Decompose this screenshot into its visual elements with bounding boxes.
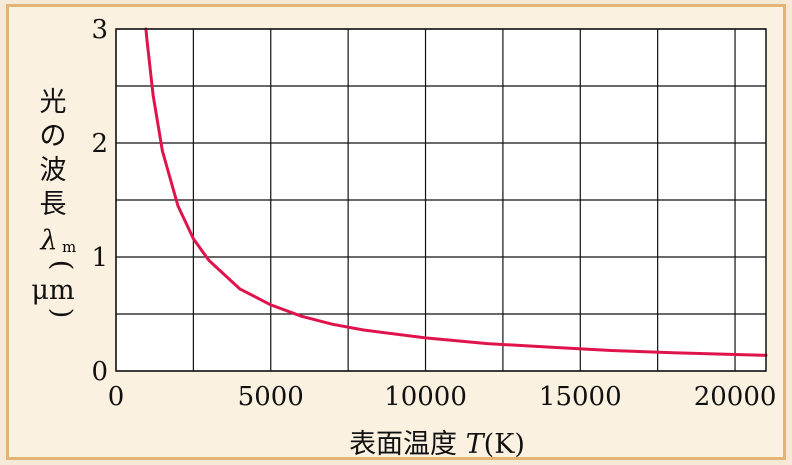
y-label-open-paren: ( bbox=[46, 260, 77, 271]
x-tick-label: 15000 bbox=[539, 382, 622, 412]
y-label-subscript: m bbox=[62, 238, 76, 256]
y-tick-label: 3 bbox=[91, 15, 108, 45]
y-tick-labels: 0 1 2 3 bbox=[91, 15, 108, 387]
plot-frame bbox=[115, 28, 767, 372]
x-tick-label: 10000 bbox=[384, 382, 467, 412]
y-label-char: 光 bbox=[40, 87, 67, 118]
y-axis-label: 光 の 波 長 λ m ( μm ) bbox=[31, 87, 77, 318]
y-label-char: の bbox=[40, 121, 67, 152]
wavelength-temperature-chart: 0 5000 10000 15000 20000 0 1 2 3 表面温度 T(K) 光 の … bbox=[31, 15, 777, 460]
wavelength-curve bbox=[144, 27, 768, 357]
curves bbox=[144, 27, 768, 357]
y-label-symbol: λ bbox=[39, 225, 57, 256]
x-tick-labels: 0 5000 10000 15000 20000 bbox=[108, 382, 777, 412]
x-axis-label: 表面温度 T(K) bbox=[349, 429, 525, 460]
y-label-char: 波 bbox=[40, 155, 67, 186]
y-tick-label: 0 bbox=[91, 357, 108, 387]
y-label-unit: μm bbox=[31, 275, 74, 306]
y-label-close-paren: ) bbox=[46, 308, 77, 319]
y-label-char: 長 bbox=[40, 189, 67, 220]
y-tick-label: 2 bbox=[91, 129, 108, 159]
x-tick-label: 0 bbox=[108, 382, 125, 412]
x-tick-label: 20000 bbox=[694, 382, 777, 412]
chart-figure: 0 5000 10000 15000 20000 0 1 2 3 表面温度 T(K) 光 の … bbox=[6, 4, 786, 460]
x-tick-label: 5000 bbox=[238, 382, 304, 412]
y-tick-label: 1 bbox=[91, 243, 108, 273]
